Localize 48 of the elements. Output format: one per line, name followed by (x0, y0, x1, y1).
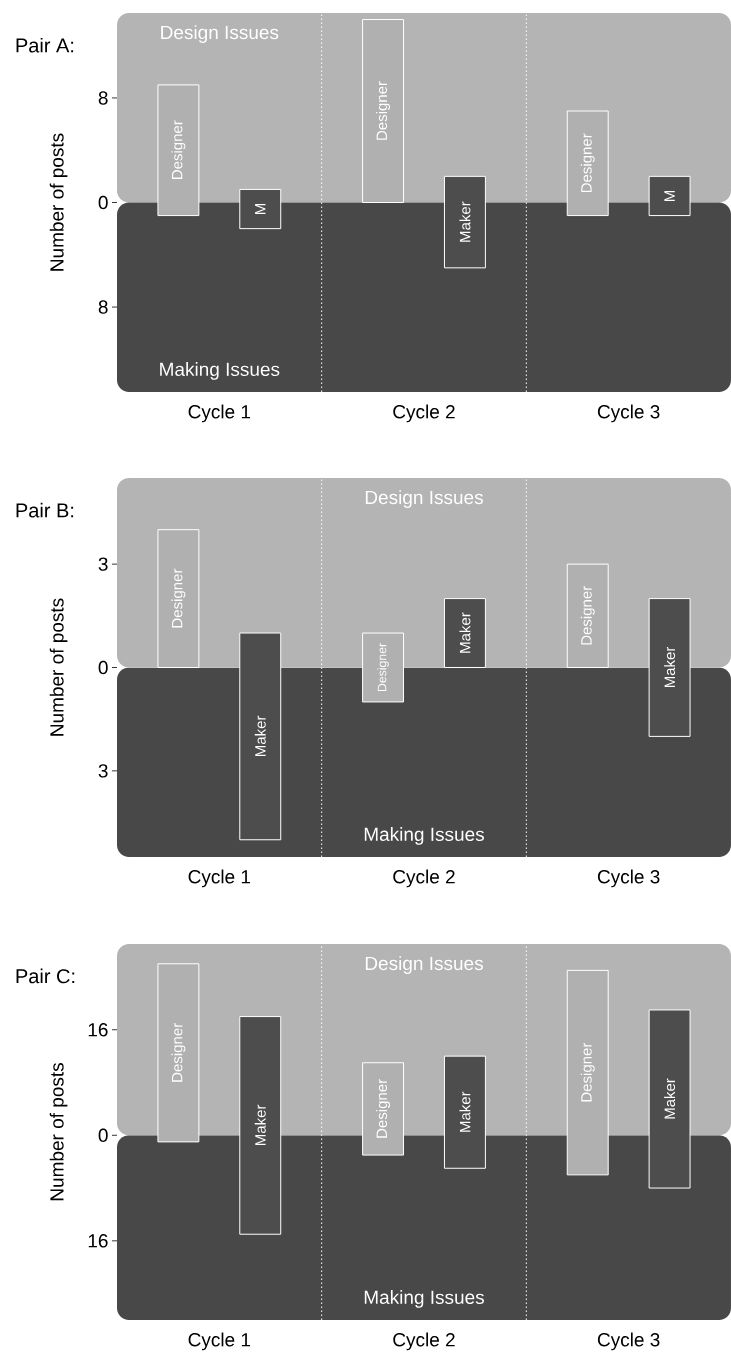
x-tick-label: Cycle 3 (597, 869, 660, 888)
data-label: M (255, 204, 266, 215)
annotation: Making Issues (364, 827, 484, 845)
y-axis-title: Number of posts (49, 598, 68, 736)
y-tick-label: 0 (98, 660, 108, 675)
x-tick-label: Cycle 2 (393, 869, 455, 888)
x-tick-label: Cycle 1 (188, 1332, 251, 1351)
y-tick-label: 16 (88, 1234, 108, 1248)
x-tick-label: Cycle 2 (393, 1332, 455, 1351)
y-tick-label: 0 (98, 195, 108, 210)
data-label: Designer (171, 1023, 186, 1082)
annotation: Design Issues (161, 25, 279, 43)
y-tick-label: 8 (98, 91, 108, 105)
data-label: M (664, 190, 675, 201)
annotation: Making Issues (160, 362, 280, 380)
y-tick-label: 0 (98, 1128, 108, 1143)
data-label: Designer (580, 586, 595, 645)
data-label: Designer (376, 1079, 391, 1138)
data-label: Maker (254, 715, 266, 757)
y-tick-label: 3 (98, 557, 108, 571)
data-label: Maker (664, 1078, 676, 1119)
data-label: Designer (376, 81, 391, 140)
data-label: Designer (580, 1042, 595, 1102)
y-tick-label: 3 (98, 764, 108, 778)
data-label: Designer (580, 133, 595, 193)
data-label: Maker (459, 201, 471, 242)
x-tick-label: Cycle 1 (188, 869, 251, 888)
text: Pair A: (16, 37, 74, 53)
annotation: Design Issues (365, 956, 483, 974)
data-label: Maker (459, 612, 471, 653)
annotation: Design Issues (365, 490, 483, 508)
y-axis-title: Number of posts (49, 1063, 68, 1201)
data-label: Maker (664, 646, 676, 688)
text: Pair C: (16, 968, 75, 984)
text: Pair B: (16, 502, 74, 518)
data-label: Maker (254, 1104, 266, 1146)
data-label: Designer (171, 120, 186, 180)
x-tick-label: Cycle 3 (597, 1332, 660, 1351)
annotation: Making Issues (364, 1290, 484, 1308)
y-axis-title: Number of posts (49, 133, 68, 271)
x-tick-label: Cycle 1 (188, 404, 251, 423)
x-tick-label: Cycle 2 (393, 404, 455, 423)
data-label: Maker (459, 1091, 471, 1132)
data-label: Designer (377, 643, 389, 692)
y-tick-label: 16 (88, 1023, 108, 1037)
x-tick-label: Cycle 3 (597, 404, 660, 423)
y-tick-label: 8 (98, 300, 108, 314)
data-label: Designer (171, 568, 186, 628)
